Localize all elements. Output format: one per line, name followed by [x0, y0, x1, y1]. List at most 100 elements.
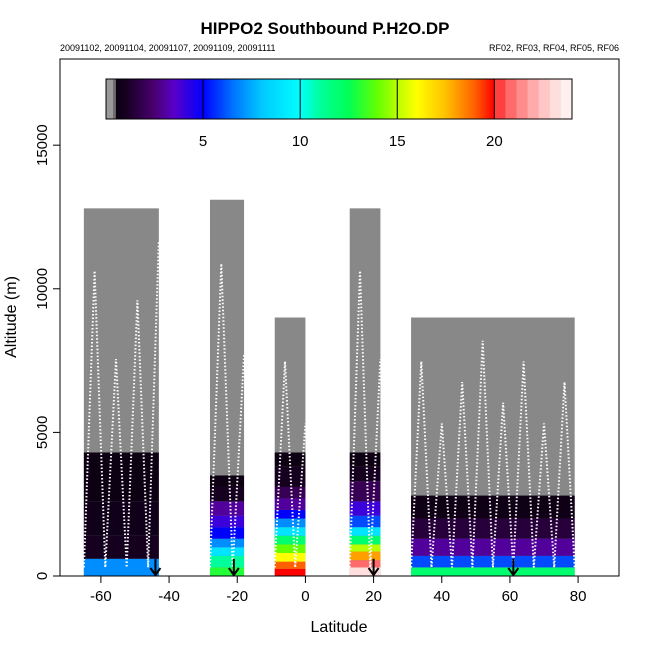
data-region-south-midlat	[209, 199, 246, 576]
colorbar-segment	[376, 79, 380, 119]
colorbar-segment	[460, 79, 463, 119]
colorbar-segment	[435, 79, 439, 119]
data-cell	[411, 518, 575, 539]
arrow-head	[507, 567, 520, 577]
colorbar-segment	[305, 79, 308, 119]
colorbar-segment	[409, 79, 412, 119]
colorbar-segment	[181, 79, 185, 119]
data-region-north-midlat	[410, 317, 576, 576]
colorbar-segment	[130, 79, 134, 119]
colorbar-segment	[280, 79, 283, 119]
colorbar-segment	[327, 79, 331, 119]
colorbar-segment	[429, 79, 433, 119]
colorbar-segment	[339, 79, 342, 119]
x-axis: -60 -40 -20 0 20 40 60 80	[90, 575, 586, 605]
data-cell	[274, 466, 306, 487]
colorbar-segment	[142, 79, 145, 119]
colorbar-segment	[469, 79, 473, 119]
chart-title: HIPPO2 Southbound P.H2O.DP	[200, 19, 449, 38]
colorbar-segment	[488, 79, 492, 119]
colorbar-segment	[482, 79, 486, 119]
colorbar-segment	[140, 79, 143, 119]
colorbar-segment	[486, 79, 490, 119]
colorbar-segment	[291, 79, 295, 119]
y-tick-label: 5000	[34, 416, 51, 449]
colorbar-segment	[123, 79, 126, 119]
colorbar-segment	[301, 79, 304, 119]
colorbar-segment	[289, 79, 293, 119]
colorbar-segment	[359, 79, 363, 119]
colorbar-segment	[369, 79, 372, 119]
colorbar-segment	[180, 79, 183, 119]
plot-area	[82, 199, 576, 577]
colorbar-segment	[121, 79, 124, 119]
colorbar-segment	[354, 79, 357, 119]
colorbar-segment	[350, 79, 353, 119]
colorbar-segment	[202, 79, 206, 119]
colorbar-segment	[348, 79, 352, 119]
colorbar-segment	[240, 79, 244, 119]
colorbar-segment	[187, 79, 191, 119]
data-cell	[349, 501, 381, 516]
colorbar-segment	[477, 79, 480, 119]
colorbar-segment	[151, 79, 155, 119]
colorbar-segment	[193, 79, 196, 119]
colorbar-tick-label: 20	[486, 133, 503, 150]
colorbar-segment	[318, 79, 321, 119]
colorbar-segment	[361, 79, 365, 119]
colorbar-segment	[426, 79, 429, 119]
colorbar-segment	[322, 79, 325, 119]
data-cell	[274, 568, 306, 576]
colorbar-segment	[467, 79, 471, 119]
colorbar-segment	[236, 79, 240, 119]
colorbar-segment	[263, 79, 266, 119]
colorbar-pink-block	[560, 79, 573, 119]
colorbar-segment	[208, 79, 211, 119]
colorbar-segment	[136, 79, 140, 119]
colorbar-segment	[346, 79, 350, 119]
data-cell	[209, 547, 245, 556]
colorbar-segment	[115, 79, 119, 119]
colorbar-segment	[250, 79, 253, 119]
colorbar-segment	[257, 79, 261, 119]
x-tick-label: 40	[433, 588, 450, 605]
colorbar-segment	[204, 79, 208, 119]
data-cell	[274, 509, 306, 519]
data-cell	[83, 558, 159, 576]
colorbar-pink-block	[527, 79, 540, 119]
colorbar-gray-swatch	[112, 79, 116, 119]
data-cell	[349, 452, 381, 467]
colorbar-segment	[325, 79, 329, 119]
colorbar-segment	[195, 79, 198, 119]
colorbar-segment	[163, 79, 166, 119]
data-cell	[411, 567, 575, 576]
arrow-head	[228, 567, 240, 577]
colorbar-segment	[329, 79, 333, 119]
colorbar-segment	[286, 79, 289, 119]
colorbar-segment	[267, 79, 270, 119]
colorbar-segment	[132, 79, 136, 119]
colorbar-segment	[371, 79, 374, 119]
x-tick-label: -60	[90, 588, 112, 605]
colorbar-segment	[270, 79, 274, 119]
x-tick-label: 0	[301, 588, 309, 605]
colorbar-segment	[159, 79, 162, 119]
colorbar-segment	[233, 79, 236, 119]
colorbar-segment	[462, 79, 465, 119]
data-cell	[274, 561, 306, 569]
colorbar-segment	[392, 79, 395, 119]
colorbar-segment	[261, 79, 264, 119]
colorbar-pink-block	[516, 79, 529, 119]
y-tick-label: 0	[34, 572, 51, 580]
data-region-north-tropics	[348, 208, 382, 576]
colorbar-segment	[149, 79, 153, 119]
colorbar-segment	[310, 79, 314, 119]
data-cell	[349, 551, 381, 561]
colorbar-gray-swatch	[106, 79, 113, 119]
colorbar-segment	[428, 79, 431, 119]
colorbar-segment	[333, 79, 336, 119]
colorbar-segment	[405, 79, 408, 119]
colorbar-segment	[422, 79, 425, 119]
colorbar-segment	[252, 79, 255, 119]
